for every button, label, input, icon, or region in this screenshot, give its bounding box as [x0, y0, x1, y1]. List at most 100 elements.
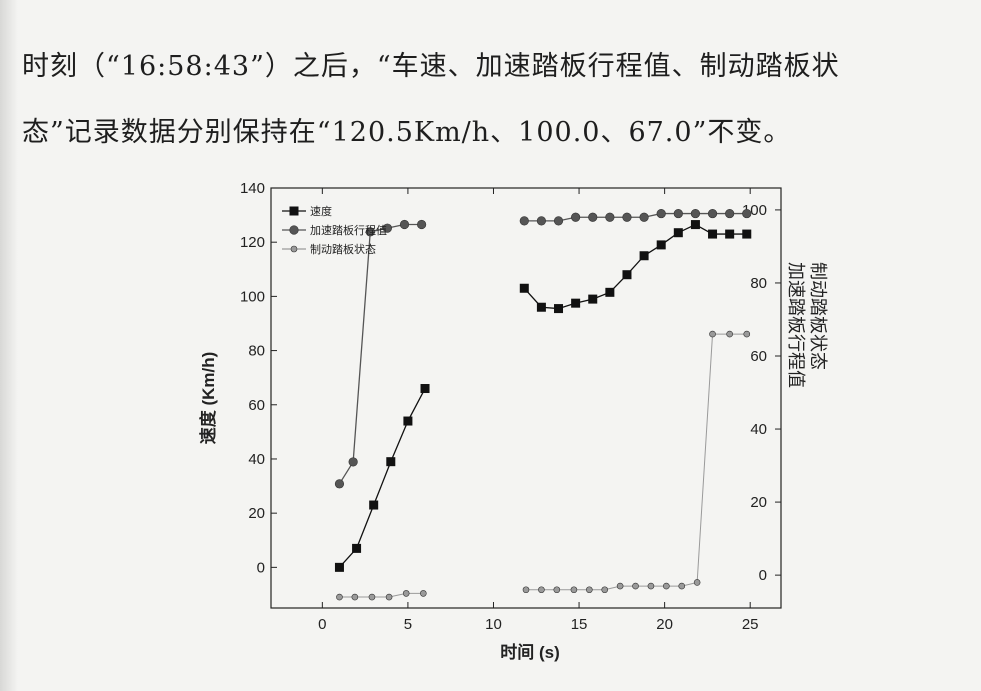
brake-point: [693, 579, 701, 586]
brake-point: [351, 593, 359, 601]
series-1: [334, 208, 752, 489]
y-tick-label: 80: [248, 343, 265, 360]
accelerator-point: [382, 223, 392, 233]
brake-point: [678, 582, 686, 590]
accelerator-point: [571, 212, 581, 222]
series-line: [338, 223, 422, 485]
brake-point: [647, 582, 655, 590]
speed-point: [742, 229, 752, 239]
brake-point: [522, 586, 530, 594]
y-tick-label: 140: [240, 180, 265, 197]
accelerator-point: [639, 212, 649, 222]
y-tick-label: 120: [240, 234, 265, 251]
accelerator-point: [622, 212, 632, 222]
x-axis-title: 时间 (s): [500, 642, 560, 662]
x-tick-label: 20: [656, 616, 673, 633]
accelerator-point: [725, 208, 735, 219]
series-layer: [334, 208, 752, 601]
series-0: [334, 220, 752, 572]
speed-point: [622, 270, 632, 280]
brake-point: [385, 593, 393, 601]
speed-point: [334, 562, 344, 572]
legend-label: 加速踏板行程值: [310, 223, 387, 237]
brake-point: [420, 590, 427, 597]
speed-point: [571, 298, 581, 308]
brake-point: [553, 586, 561, 594]
speed-point: [639, 251, 649, 261]
accelerator-point: [365, 227, 375, 237]
accelerator-point: [519, 216, 529, 226]
series-2: [336, 330, 751, 601]
y2-tick-label: 0: [759, 567, 767, 584]
x-tick-label: 0: [318, 616, 326, 633]
y-tick-label: 40: [248, 451, 265, 468]
brake-point: [570, 586, 578, 594]
brake-point: [743, 330, 751, 338]
brake-point: [368, 593, 376, 601]
accelerator-point: [673, 208, 683, 219]
y2-tick-label: 80: [750, 275, 767, 292]
accelerator-point: [289, 225, 299, 235]
y2-axis-title-accelerator: 加速踏板行程值: [785, 262, 806, 388]
speed-point: [403, 416, 413, 426]
y-tick-label: 100: [240, 288, 265, 305]
speed-point: [554, 304, 564, 314]
plot-frame: [270, 187, 782, 609]
legend-label: 速度: [310, 204, 332, 218]
paragraph-line-2: 态”记录数据分别保持在“120.5Km/h、100.0、67.0”不变。: [22, 117, 792, 148]
legend-label: 制动踏板状态: [310, 242, 376, 256]
accelerator-point: [417, 219, 427, 230]
accelerator-point: [605, 212, 615, 222]
y2-tick-label: 20: [750, 494, 767, 511]
accelerator-point: [553, 216, 564, 226]
speed-point: [386, 457, 396, 467]
speed-point: [673, 228, 683, 238]
speed-point: [725, 229, 735, 239]
brake-point: [402, 590, 410, 597]
brake-point: [709, 330, 716, 338]
y-tick-label: 0: [257, 559, 265, 576]
brake-point: [290, 245, 298, 253]
speed-point: [656, 240, 666, 250]
y-tick-label: 20: [248, 505, 265, 522]
accelerator-point: [707, 208, 718, 219]
series-line: [338, 388, 426, 568]
x-tick-label: 15: [571, 616, 588, 633]
speed-point: [289, 206, 299, 216]
brake-point: [336, 593, 343, 601]
speed-point: [420, 384, 430, 394]
y-tick-label: 60: [248, 397, 265, 414]
brake-point: [586, 586, 593, 594]
speed-point: [352, 543, 362, 553]
y-axis-title: 速度 (Km/h): [198, 352, 218, 445]
brake-point: [538, 586, 545, 594]
accelerator-point: [656, 208, 666, 219]
y2-tick-label: 40: [750, 421, 767, 438]
accelerator-point: [334, 479, 345, 489]
y2-axis-title-brake: 制动踏板状态: [807, 262, 828, 370]
accelerator-point: [536, 216, 547, 226]
speed-point: [588, 294, 598, 304]
accelerator-point: [588, 212, 598, 222]
brake-point: [726, 330, 733, 338]
x-tick-label: 10: [485, 616, 502, 633]
speed-point: [690, 220, 700, 230]
speed-point: [536, 302, 546, 312]
paragraph-line-1: 时刻（“16:58:43”）之后，“车速、加速踏板行程值、制动踏板状: [22, 51, 840, 82]
x-tick-label: 5: [404, 616, 412, 633]
series-line: [526, 333, 747, 591]
brake-point: [616, 582, 624, 590]
accelerator-point: [690, 208, 701, 219]
speed-point: [708, 229, 718, 239]
page-edge-shadow: [0, 0, 18, 691]
accelerator-point: [399, 219, 410, 230]
brake-point: [632, 582, 639, 590]
speed-point: [605, 287, 615, 297]
y2-tick-label: 60: [750, 348, 767, 365]
brake-point: [663, 582, 670, 590]
accelerator-point: [348, 457, 358, 467]
speed-point: [369, 500, 379, 510]
